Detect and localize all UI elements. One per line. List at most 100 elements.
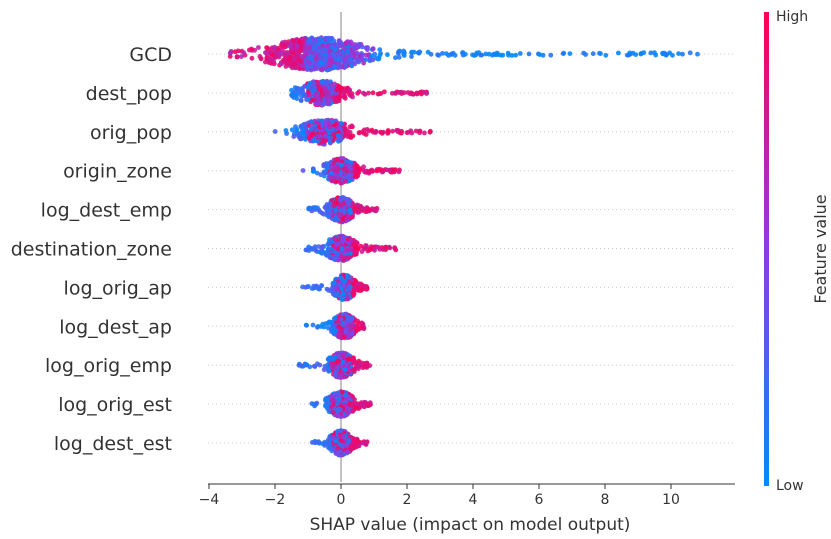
shap-point [334, 392, 339, 398]
x-tick-label: −2 [265, 492, 286, 508]
shap-point [291, 50, 297, 56]
shap-point [306, 284, 311, 289]
shap-point [310, 322, 316, 328]
shap-point [345, 449, 351, 455]
shap-point [321, 101, 327, 107]
shap-point [325, 101, 331, 106]
shap-point [272, 44, 278, 50]
shap-point [351, 42, 356, 47]
shap-point [341, 56, 347, 62]
shap-point [346, 173, 351, 179]
shap-point [263, 50, 268, 56]
shap-point [332, 46, 338, 52]
shap-point [340, 434, 346, 440]
shap-point [327, 136, 333, 142]
x-tick-label: 0 [337, 492, 346, 508]
shap-point [353, 405, 359, 411]
shap-point [329, 88, 334, 94]
shap-point [323, 121, 329, 127]
shap-point [300, 41, 305, 47]
shap-point [318, 60, 324, 65]
shap-point [312, 97, 318, 102]
shap-point [352, 249, 358, 255]
shap-point [409, 49, 415, 55]
shap-point [296, 39, 302, 44]
shap-point [362, 91, 368, 97]
shap-point [312, 205, 318, 210]
feature-label: GCD [129, 44, 172, 66]
shap-point [598, 51, 603, 56]
shap-point [337, 213, 342, 219]
shap-point [338, 180, 344, 186]
shap-point [389, 90, 395, 96]
shap-point [375, 244, 381, 250]
shap-point [346, 163, 352, 169]
shap-point [334, 285, 339, 291]
shap-point [348, 238, 354, 243]
shap-point [266, 60, 272, 65]
shap-point [399, 130, 404, 136]
shap-point [325, 356, 331, 362]
shap-point [272, 55, 278, 60]
shap-point [344, 216, 350, 222]
shap-point [318, 172, 324, 178]
shap-point [363, 132, 369, 137]
shap-point [436, 52, 442, 58]
shap-point [349, 356, 355, 361]
shap-point [329, 393, 334, 399]
shap-point [336, 334, 342, 340]
shap-point [341, 451, 347, 457]
x-tick-label: −4 [199, 492, 220, 508]
shap-point [241, 50, 247, 55]
shap-point [300, 130, 306, 136]
shap-point [355, 44, 361, 49]
shap-point [339, 162, 344, 168]
shap-point [314, 101, 319, 107]
shap-point [627, 50, 633, 56]
shap-point [460, 50, 465, 56]
shap-point [340, 291, 346, 297]
shap-point [355, 210, 360, 215]
shap-point [307, 80, 313, 86]
shap-point [294, 92, 299, 98]
shap-point [603, 52, 609, 58]
shap-point [401, 90, 407, 96]
shap-point [356, 130, 362, 136]
shap-point [393, 55, 398, 61]
shap-point [417, 49, 423, 55]
shap-point [354, 50, 360, 56]
shap-point [303, 125, 309, 131]
shap-point [320, 128, 325, 134]
shap-point [342, 255, 347, 261]
shap-point [350, 293, 356, 298]
shap-point [291, 38, 296, 43]
shap-point [526, 51, 532, 57]
shap-point [330, 118, 335, 124]
shap-point [676, 51, 681, 56]
shap-point [325, 42, 331, 48]
shap-point [311, 81, 317, 87]
feature-label: log_dest_ap [59, 316, 172, 338]
shap-point [500, 52, 506, 58]
shap-point [300, 168, 306, 173]
shap-point [342, 402, 348, 408]
shap-point [249, 46, 254, 52]
shap-point [340, 237, 345, 243]
shap-point [357, 283, 363, 289]
feature-label: log_orig_ap [64, 277, 172, 299]
shap-point [306, 206, 312, 212]
shap-point [315, 324, 321, 329]
shap-point [306, 135, 312, 141]
shap-point [306, 246, 311, 252]
shap-point [413, 128, 419, 134]
shap-point [348, 135, 354, 140]
shap-point [652, 50, 657, 55]
shap-point [312, 62, 317, 68]
shap-point [291, 134, 297, 140]
shap-point [311, 46, 317, 51]
shap-point [312, 138, 317, 144]
shap-point [315, 361, 320, 367]
shap-point [328, 170, 334, 176]
shap-point [297, 59, 303, 64]
shap-point [346, 437, 352, 443]
